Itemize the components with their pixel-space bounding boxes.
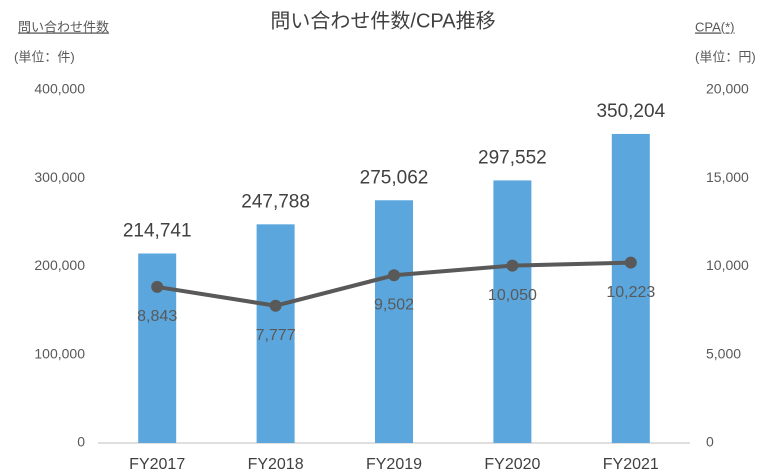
y-tick-label: 200,000 bbox=[34, 257, 85, 273]
bar-value-label: 297,552 bbox=[478, 147, 547, 168]
y-axis-label: 問い合わせ件数 bbox=[18, 19, 109, 34]
y-tick-label: 100,000 bbox=[34, 345, 85, 361]
x-tick-label: FY2019 bbox=[366, 456, 422, 473]
line-value-label: 9,502 bbox=[374, 297, 414, 314]
y-tick-label: 300,000 bbox=[34, 169, 85, 185]
y2-tick-label: 10,000 bbox=[706, 257, 749, 273]
line-value-label: 7,777 bbox=[256, 327, 296, 344]
bar-value-label: 275,062 bbox=[360, 167, 429, 188]
bar bbox=[611, 133, 650, 443]
line-value-label: 10,223 bbox=[606, 284, 655, 301]
bar bbox=[375, 200, 413, 443]
y-axis-unit: (単位：件) bbox=[14, 49, 75, 64]
line-marker bbox=[624, 256, 637, 269]
bar-value-label: 214,741 bbox=[123, 221, 192, 242]
x-tick-label: FY2018 bbox=[248, 456, 304, 473]
line-marker bbox=[269, 299, 282, 312]
y-tick-label: 400,000 bbox=[34, 81, 85, 97]
y2-tick-label: 15,000 bbox=[706, 169, 749, 185]
bar-value-label: 350,204 bbox=[596, 101, 665, 122]
line-marker bbox=[506, 259, 519, 272]
x-tick-label: FY2017 bbox=[129, 456, 185, 473]
line-value-label: 8,843 bbox=[137, 308, 177, 325]
line-value-label: 10,050 bbox=[488, 287, 537, 304]
y2-tick-label: 20,000 bbox=[706, 81, 749, 97]
x-tick-label: FY2021 bbox=[603, 456, 659, 473]
chart-title: 問い合わせ件数/CPA推移 bbox=[270, 9, 495, 32]
y2-axis-unit: (単位：円) bbox=[695, 49, 756, 64]
line-marker bbox=[388, 269, 400, 282]
bar bbox=[493, 180, 532, 444]
y2-tick-label: 0 bbox=[706, 434, 714, 450]
y2-axis-label: CPA(*) bbox=[695, 19, 734, 34]
y-tick-label: 0 bbox=[77, 434, 85, 450]
line-marker bbox=[151, 280, 164, 293]
x-tick-label: FY2020 bbox=[484, 456, 540, 473]
bar bbox=[256, 224, 295, 443]
bar-value-label: 247,788 bbox=[241, 191, 310, 212]
y2-tick-label: 5,000 bbox=[706, 345, 741, 361]
